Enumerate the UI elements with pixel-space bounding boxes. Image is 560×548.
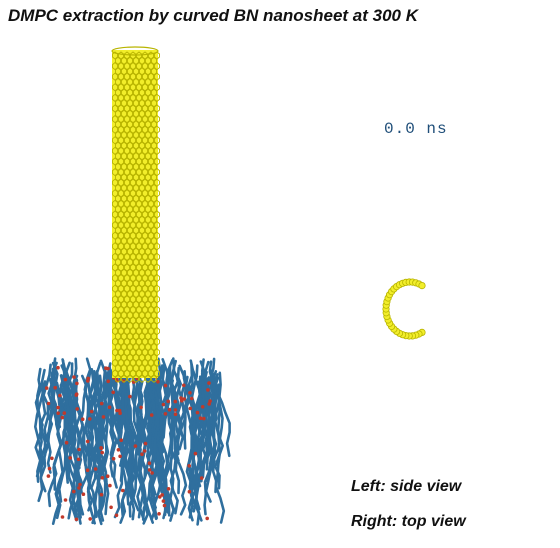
bn-nanosheet-side-view	[111, 46, 160, 383]
figure-title: DMPC extraction by curved BN nanosheet a…	[8, 6, 419, 25]
simulation-time-label: 0.0 ns	[384, 120, 448, 138]
dmpc-lipid-bilayer	[34, 357, 231, 526]
bn-nanosheet-top-view	[382, 278, 426, 340]
caption-side-view: Left: side view	[351, 478, 462, 495]
caption-top-view: Right: top view	[351, 513, 466, 530]
